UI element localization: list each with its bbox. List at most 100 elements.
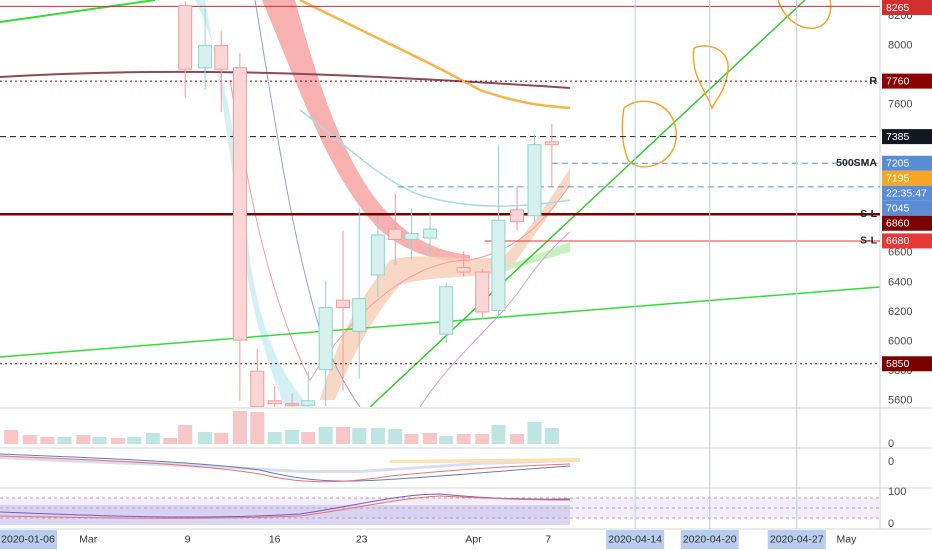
x-tick-label: May bbox=[837, 533, 858, 545]
y-tick-label: 6600 bbox=[888, 247, 912, 259]
candle-body bbox=[388, 228, 403, 240]
volume-bar bbox=[267, 432, 282, 444]
candle-body bbox=[456, 267, 471, 273]
x-tick-label: 7 bbox=[545, 533, 551, 545]
volume-bar bbox=[4, 430, 19, 444]
rsi-tick-label: 100 bbox=[888, 486, 906, 498]
volume-bar bbox=[544, 428, 559, 444]
level-label: 7205 bbox=[886, 158, 910, 170]
candle-body bbox=[336, 299, 351, 309]
macd-hist bbox=[0, 455, 570, 473]
drawings bbox=[0, 0, 880, 407]
volume-bar bbox=[163, 438, 178, 444]
candle-body bbox=[510, 209, 525, 223]
level-label-box bbox=[882, 170, 932, 186]
level-label: 7385 bbox=[886, 131, 910, 143]
x-tick-label: Apr bbox=[465, 533, 482, 545]
candle-body bbox=[404, 233, 419, 240]
level-label: 7195 bbox=[886, 173, 910, 185]
volume-bar bbox=[111, 438, 126, 444]
level-label-box bbox=[882, 73, 932, 89]
x-tick-label: 2020-04-27 bbox=[770, 533, 824, 545]
volume-bar bbox=[232, 411, 247, 444]
y-tick-label: 7600 bbox=[888, 99, 912, 111]
volume-bar bbox=[92, 437, 107, 444]
x-tick-label: 16 bbox=[269, 533, 281, 545]
y-tick-label: 6200 bbox=[888, 306, 912, 318]
candle-body bbox=[214, 45, 229, 70]
volume-bar bbox=[318, 427, 333, 444]
ma-line bbox=[254, 0, 361, 407]
candle-body bbox=[370, 234, 385, 276]
ma-line bbox=[419, 231, 571, 407]
level-label: 5850 bbox=[886, 358, 910, 370]
main-panel bbox=[0, 1, 880, 407]
volume-bar bbox=[404, 434, 419, 444]
x-tick-label: Mar bbox=[79, 533, 98, 545]
volume-bar bbox=[352, 428, 367, 444]
level-label: 8265 bbox=[886, 2, 910, 14]
volume-bar bbox=[491, 425, 506, 444]
level-label-box bbox=[882, 0, 932, 15]
candle-body bbox=[267, 400, 282, 405]
annotation-circle bbox=[692, 45, 729, 110]
volume-bar bbox=[22, 435, 37, 444]
candle-body bbox=[318, 307, 333, 371]
level-label-box bbox=[882, 356, 932, 372]
x-tick-box bbox=[606, 530, 665, 549]
x-tick-label: 2020-04-20 bbox=[683, 533, 737, 545]
volume-bar bbox=[285, 430, 300, 444]
candle-body bbox=[475, 271, 490, 313]
level-label-box bbox=[882, 200, 932, 216]
level-label-box bbox=[882, 233, 932, 249]
volume-bar bbox=[127, 437, 142, 444]
candle-body bbox=[439, 286, 454, 335]
band-red bbox=[262, 0, 470, 262]
candle-body bbox=[527, 144, 542, 217]
candle-body bbox=[178, 5, 193, 70]
x-tick-label: 2020-04-14 bbox=[608, 533, 662, 545]
y-tick-label: 8000 bbox=[888, 39, 912, 51]
candle-body bbox=[544, 141, 559, 146]
volume-bar bbox=[370, 428, 385, 444]
volume-bar bbox=[388, 429, 403, 444]
volume-bar bbox=[439, 436, 454, 444]
ma-line bbox=[299, 109, 571, 207]
volume-bar bbox=[145, 433, 160, 444]
volume-bar bbox=[198, 432, 213, 444]
level-label: 22:35:47 bbox=[886, 188, 927, 200]
volume-bar bbox=[336, 427, 351, 444]
level-label: 6680 bbox=[886, 235, 910, 247]
macd-hist bbox=[390, 458, 580, 463]
level-tag: S-L bbox=[860, 208, 878, 220]
volume-bar bbox=[301, 432, 316, 444]
volume-bar bbox=[456, 434, 471, 444]
rsi-line bbox=[0, 495, 571, 519]
volume-bar bbox=[423, 433, 438, 444]
y-tick-label: 6000 bbox=[888, 335, 912, 347]
x-tick-box bbox=[680, 530, 739, 549]
level-label: 6860 bbox=[886, 218, 910, 230]
level-label: 7760 bbox=[886, 75, 910, 87]
macd-line bbox=[0, 453, 571, 482]
band-cyan bbox=[195, 0, 310, 407]
candle-body bbox=[198, 45, 213, 69]
x-tick-label: 2020-01-06 bbox=[1, 533, 55, 545]
rsi-tick-label: 0 bbox=[888, 518, 894, 530]
level-tag: R bbox=[869, 75, 877, 87]
volume-panel bbox=[4, 411, 559, 444]
x-tick-box bbox=[767, 530, 826, 549]
volume-bar bbox=[214, 433, 229, 444]
level-tag: S-L bbox=[860, 235, 878, 247]
y-tick-label: 6400 bbox=[888, 276, 912, 288]
level-label-box bbox=[882, 215, 932, 231]
ma-orange bbox=[299, 0, 571, 110]
trendline bbox=[0, 0, 156, 23]
volume-bar bbox=[76, 435, 91, 444]
volume-bar bbox=[178, 425, 193, 444]
macd-tick-label: 0 bbox=[888, 456, 894, 468]
level-label-box bbox=[882, 155, 932, 171]
candle-body bbox=[491, 219, 506, 312]
